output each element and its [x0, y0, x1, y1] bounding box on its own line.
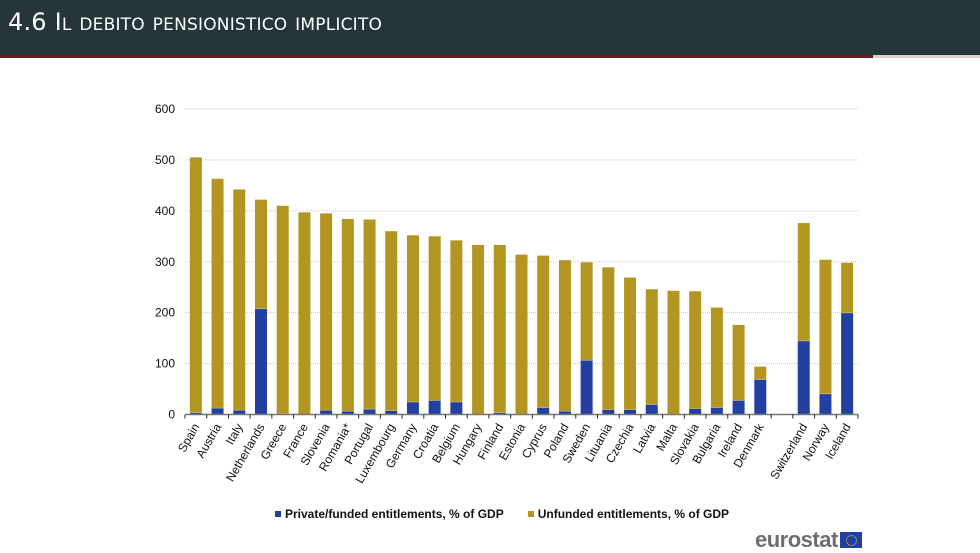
- legend-swatch-unfunded: [527, 511, 534, 517]
- bar-unfunded: [667, 290, 680, 415]
- bar-unfunded: [472, 244, 485, 415]
- bar-unfunded: [493, 244, 506, 413]
- bar-funded: [363, 408, 376, 415]
- bar-unfunded: [233, 189, 246, 410]
- logo-text: eurostat: [755, 527, 838, 552]
- bar-funded: [320, 409, 333, 415]
- bar-funded: [189, 412, 202, 415]
- bar-unfunded: [754, 366, 767, 380]
- bar-funded: [645, 404, 658, 415]
- bar-unfunded: [254, 199, 267, 309]
- y-tick-label: 300: [155, 255, 175, 269]
- bar-funded: [558, 410, 571, 415]
- bar-funded: [428, 400, 441, 415]
- eu-flag-icon: [839, 532, 862, 548]
- bar-funded: [450, 401, 463, 415]
- legend-item-unfunded: Unfunded entitlements, % of GDP: [527, 507, 730, 521]
- y-axis: 0 100 200 300 400 500 600: [155, 102, 175, 422]
- bar-funded: [537, 407, 550, 415]
- y-tick-label: 500: [155, 153, 175, 167]
- bar-unfunded: [558, 260, 571, 411]
- bar-unfunded: [320, 213, 333, 410]
- bar-funded: [602, 409, 615, 415]
- bar-unfunded: [341, 218, 354, 411]
- bar-unfunded: [537, 255, 550, 408]
- bar-funded: [385, 410, 398, 415]
- legend-label-unfunded: Unfunded entitlements, % of GDP: [537, 507, 730, 521]
- bar-unfunded: [580, 262, 593, 361]
- bar-unfunded: [428, 236, 441, 401]
- bars: [189, 157, 854, 415]
- y-tick-label: 100: [155, 357, 175, 371]
- y-tick-label: 200: [155, 306, 175, 320]
- x-axis: SpainAustriaItalyNetherlandsGreeceFrance…: [175, 413, 859, 486]
- header-divider-red: [0, 55, 873, 58]
- bar-funded: [624, 409, 637, 415]
- y-tick-label: 0: [168, 408, 175, 422]
- bar-funded: [689, 408, 702, 415]
- bar-funded: [732, 400, 745, 415]
- eurostat-logo: eurostat: [755, 527, 862, 553]
- bar-unfunded: [732, 324, 745, 401]
- bar-unfunded: [363, 219, 376, 409]
- bar-funded: [819, 393, 832, 415]
- bar-unfunded: [385, 231, 398, 411]
- legend-item-funded: Private/funded entitlements, % of GDP: [275, 507, 504, 521]
- bar-funded: [797, 340, 810, 415]
- header-divider-gray: [873, 55, 980, 58]
- bar-unfunded: [624, 277, 637, 410]
- bar-unfunded: [710, 307, 723, 408]
- bar-unfunded: [819, 259, 832, 394]
- y-tick-label: 600: [155, 102, 175, 116]
- x-tick-label: Latvia: [630, 421, 658, 456]
- bar-funded: [493, 412, 506, 415]
- bar-unfunded: [276, 205, 289, 414]
- bar-unfunded: [797, 223, 810, 341]
- legend-swatch-funded: [275, 511, 281, 517]
- bar-unfunded: [298, 212, 311, 415]
- bar-funded: [580, 360, 593, 415]
- slide-title: 4.6 Il debito pensionistico implicito: [8, 8, 383, 36]
- bar-unfunded: [406, 235, 419, 402]
- bar-unfunded: [841, 262, 854, 313]
- y-tick-label: 400: [155, 204, 175, 218]
- legend-label-funded: Private/funded entitlements, % of GDP: [285, 507, 504, 521]
- bar-unfunded: [602, 267, 615, 410]
- bar-funded: [254, 308, 267, 415]
- gridlines: [185, 108, 858, 365]
- bar-unfunded: [515, 254, 528, 415]
- bar-funded: [211, 407, 224, 415]
- legend: Private/funded entitlements, % of GDP Un…: [275, 507, 729, 521]
- bar-funded: [754, 379, 767, 415]
- bar-funded: [233, 409, 246, 415]
- bar-funded: [841, 312, 854, 415]
- bar-funded: [406, 401, 419, 415]
- bar-unfunded: [645, 289, 658, 405]
- slide-header: 4.6 Il debito pensionistico implicito: [0, 0, 980, 55]
- bar-unfunded: [689, 291, 702, 409]
- bar-funded: [341, 410, 354, 415]
- bar-unfunded: [189, 157, 202, 413]
- bar-funded: [710, 407, 723, 415]
- bar-unfunded: [450, 240, 463, 402]
- bar-unfunded: [211, 178, 224, 408]
